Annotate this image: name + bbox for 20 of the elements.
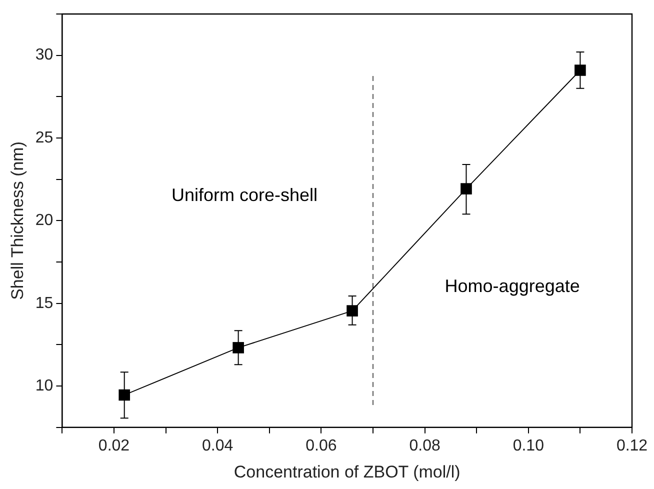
- point: [232, 342, 244, 354]
- y-tick-label: 20: [35, 212, 54, 230]
- y-tick-label: 30: [35, 46, 54, 64]
- x-tick-label: 0.10: [512, 437, 544, 454]
- y-axis-title: Shell Thickness (nm): [8, 141, 27, 300]
- annotation: Homo-aggregate: [444, 276, 580, 296]
- x-tick-label: 0.12: [616, 437, 648, 454]
- point: [118, 389, 130, 401]
- annotation: Uniform core-shell: [172, 184, 318, 205]
- y-tick-label: 10: [35, 377, 54, 394]
- point: [460, 183, 472, 194]
- y-tick-label: 15: [35, 294, 54, 312]
- point: [574, 64, 586, 76]
- y-tick-label: 25: [35, 129, 54, 146]
- x-tick-label: 0.08: [409, 437, 440, 454]
- point: [346, 305, 358, 316]
- x-tick-label: 0.06: [306, 437, 337, 454]
- x-axis-title: Concentration of ZBOT (mol/l): [234, 462, 460, 482]
- x-tick-label: 0.02: [98, 437, 130, 454]
- x-tick-label: 0.04: [202, 437, 234, 454]
